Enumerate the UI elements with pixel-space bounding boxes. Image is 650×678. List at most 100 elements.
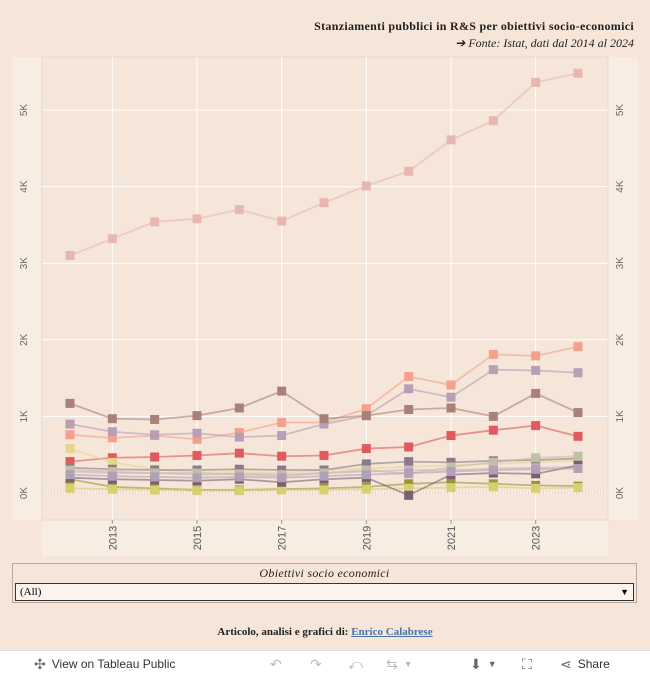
- view-on-tableau-label: View on Tableau Public: [51, 657, 176, 671]
- data-point: [404, 457, 414, 467]
- data-point: [234, 472, 244, 482]
- data-point: [65, 251, 75, 261]
- data-point: [446, 477, 456, 487]
- data-point: [488, 482, 498, 492]
- y-axis-left-pane: [12, 57, 42, 520]
- data-point: [277, 216, 287, 226]
- data-point: [277, 451, 287, 461]
- data-point: [446, 431, 456, 441]
- filter-selected-value: (All): [20, 586, 42, 598]
- data-point: [107, 484, 117, 494]
- data-point: [361, 470, 371, 480]
- revert-icon: ⤺: [348, 656, 363, 672]
- data-point: [404, 483, 414, 493]
- data-point: [531, 77, 541, 87]
- data-point: [488, 457, 498, 467]
- credit-prefix: Articolo, analisi e grafici di:: [217, 626, 349, 638]
- y-tick-label-right: 0K: [615, 487, 626, 500]
- data-point: [65, 483, 75, 493]
- data-point: [531, 464, 541, 474]
- data-point: [150, 485, 160, 495]
- chart-title: Stanziamenti pubblici in R&S per obietti…: [314, 19, 634, 33]
- data-point: [446, 392, 456, 402]
- data-point: [234, 464, 244, 474]
- y-tick-label-right: 3K: [615, 257, 626, 270]
- download-button[interactable]: ⬇ ▼: [470, 657, 497, 671]
- data-point: [192, 428, 202, 438]
- data-point: [573, 368, 583, 378]
- data-point: [361, 404, 371, 414]
- data-point: [150, 414, 160, 424]
- data-point: [107, 471, 117, 481]
- data-point: [192, 486, 202, 496]
- filter-dropdown[interactable]: (All) ▼: [15, 583, 634, 601]
- data-point: [234, 448, 244, 458]
- download-icon: ⬇: [470, 656, 482, 672]
- data-point: [404, 479, 414, 489]
- y-tick-label-right: 4K: [615, 180, 626, 193]
- data-point: [319, 471, 329, 481]
- y-tick-label-left: 2K: [19, 333, 30, 346]
- dropdown-arrow-icon[interactable]: ▼: [620, 587, 629, 597]
- data-point: [65, 419, 75, 429]
- author-link[interactable]: Enrico Calabrese: [351, 626, 433, 638]
- y-tick-label-left: 0K: [19, 487, 30, 500]
- data-point: [234, 427, 244, 437]
- data-point: [446, 467, 456, 477]
- line-chart: 0K 0K 1K 1K 2K 2K 3K 3K 4K 4K 5K 5K 2013 2015 2017 2019…: [12, 56, 638, 551]
- data-point: [65, 465, 75, 475]
- data-point: [531, 453, 541, 463]
- data-point: [531, 469, 541, 479]
- data-point: [107, 467, 117, 477]
- chart-subtitle: ➔ Fonte: Istat, dati dal 2014 al 2024: [455, 36, 634, 50]
- chart-header: Stanziamenti pubblici in R&S per obietti…: [314, 19, 634, 51]
- data-point: [277, 418, 287, 428]
- data-point: [361, 459, 371, 469]
- filter-label: Obiettivi socio economici: [259, 566, 390, 580]
- y-tick-label-right: 1K: [615, 410, 626, 423]
- y-axis-right-pane: [608, 57, 638, 520]
- data-point: [107, 453, 117, 463]
- undo-button[interactable]: ↶: [270, 657, 282, 671]
- data-point: [150, 217, 160, 227]
- data-point: [234, 486, 244, 496]
- data-point: [107, 457, 117, 467]
- data-point: [531, 388, 541, 398]
- y-tick-label-right: 5K: [615, 104, 626, 117]
- data-point: [488, 425, 498, 435]
- data-point: [573, 342, 583, 352]
- plot-area: [41, 56, 609, 521]
- data-point: [361, 181, 371, 191]
- data-point: [404, 490, 414, 500]
- data-point: [107, 414, 117, 424]
- redo-icon: ↷: [310, 656, 322, 672]
- data-point: [277, 473, 287, 483]
- data-point: [277, 431, 287, 441]
- data-point: [319, 485, 329, 495]
- data-point: [277, 485, 287, 495]
- chevron-down-icon: ▼: [487, 659, 497, 669]
- revert-button[interactable]: ⤺: [348, 657, 363, 671]
- y-tick-label-right: 2K: [615, 333, 626, 346]
- share-label: Share: [577, 657, 610, 671]
- refresh-button[interactable]: ⇆ ▼: [386, 657, 413, 671]
- share-button[interactable]: ⋖ Share: [560, 657, 610, 671]
- data-point: [488, 465, 498, 475]
- data-point: [234, 432, 244, 442]
- tableau-toolbar: ✣ View on Tableau Public ↶ ↷ ⤺ ⇆ ▼ ⬇ ▼ ⛶ ⋖…: [0, 650, 650, 678]
- data-point: [150, 430, 160, 440]
- data-point: [150, 452, 160, 462]
- view-on-tableau-button[interactable]: ✣ View on Tableau Public: [34, 657, 175, 671]
- data-point: [361, 444, 371, 454]
- data-point: [65, 398, 75, 408]
- data-point: [361, 465, 371, 475]
- data-point: [404, 468, 414, 478]
- redo-button[interactable]: ↷: [310, 657, 322, 671]
- data-point: [277, 477, 287, 487]
- fullscreen-button[interactable]: ⛶: [522, 657, 532, 671]
- data-point: [319, 419, 329, 429]
- data-point: [446, 457, 456, 467]
- share-icon: ⋖: [560, 656, 572, 672]
- data-point: [234, 205, 244, 215]
- data-point: [404, 405, 414, 415]
